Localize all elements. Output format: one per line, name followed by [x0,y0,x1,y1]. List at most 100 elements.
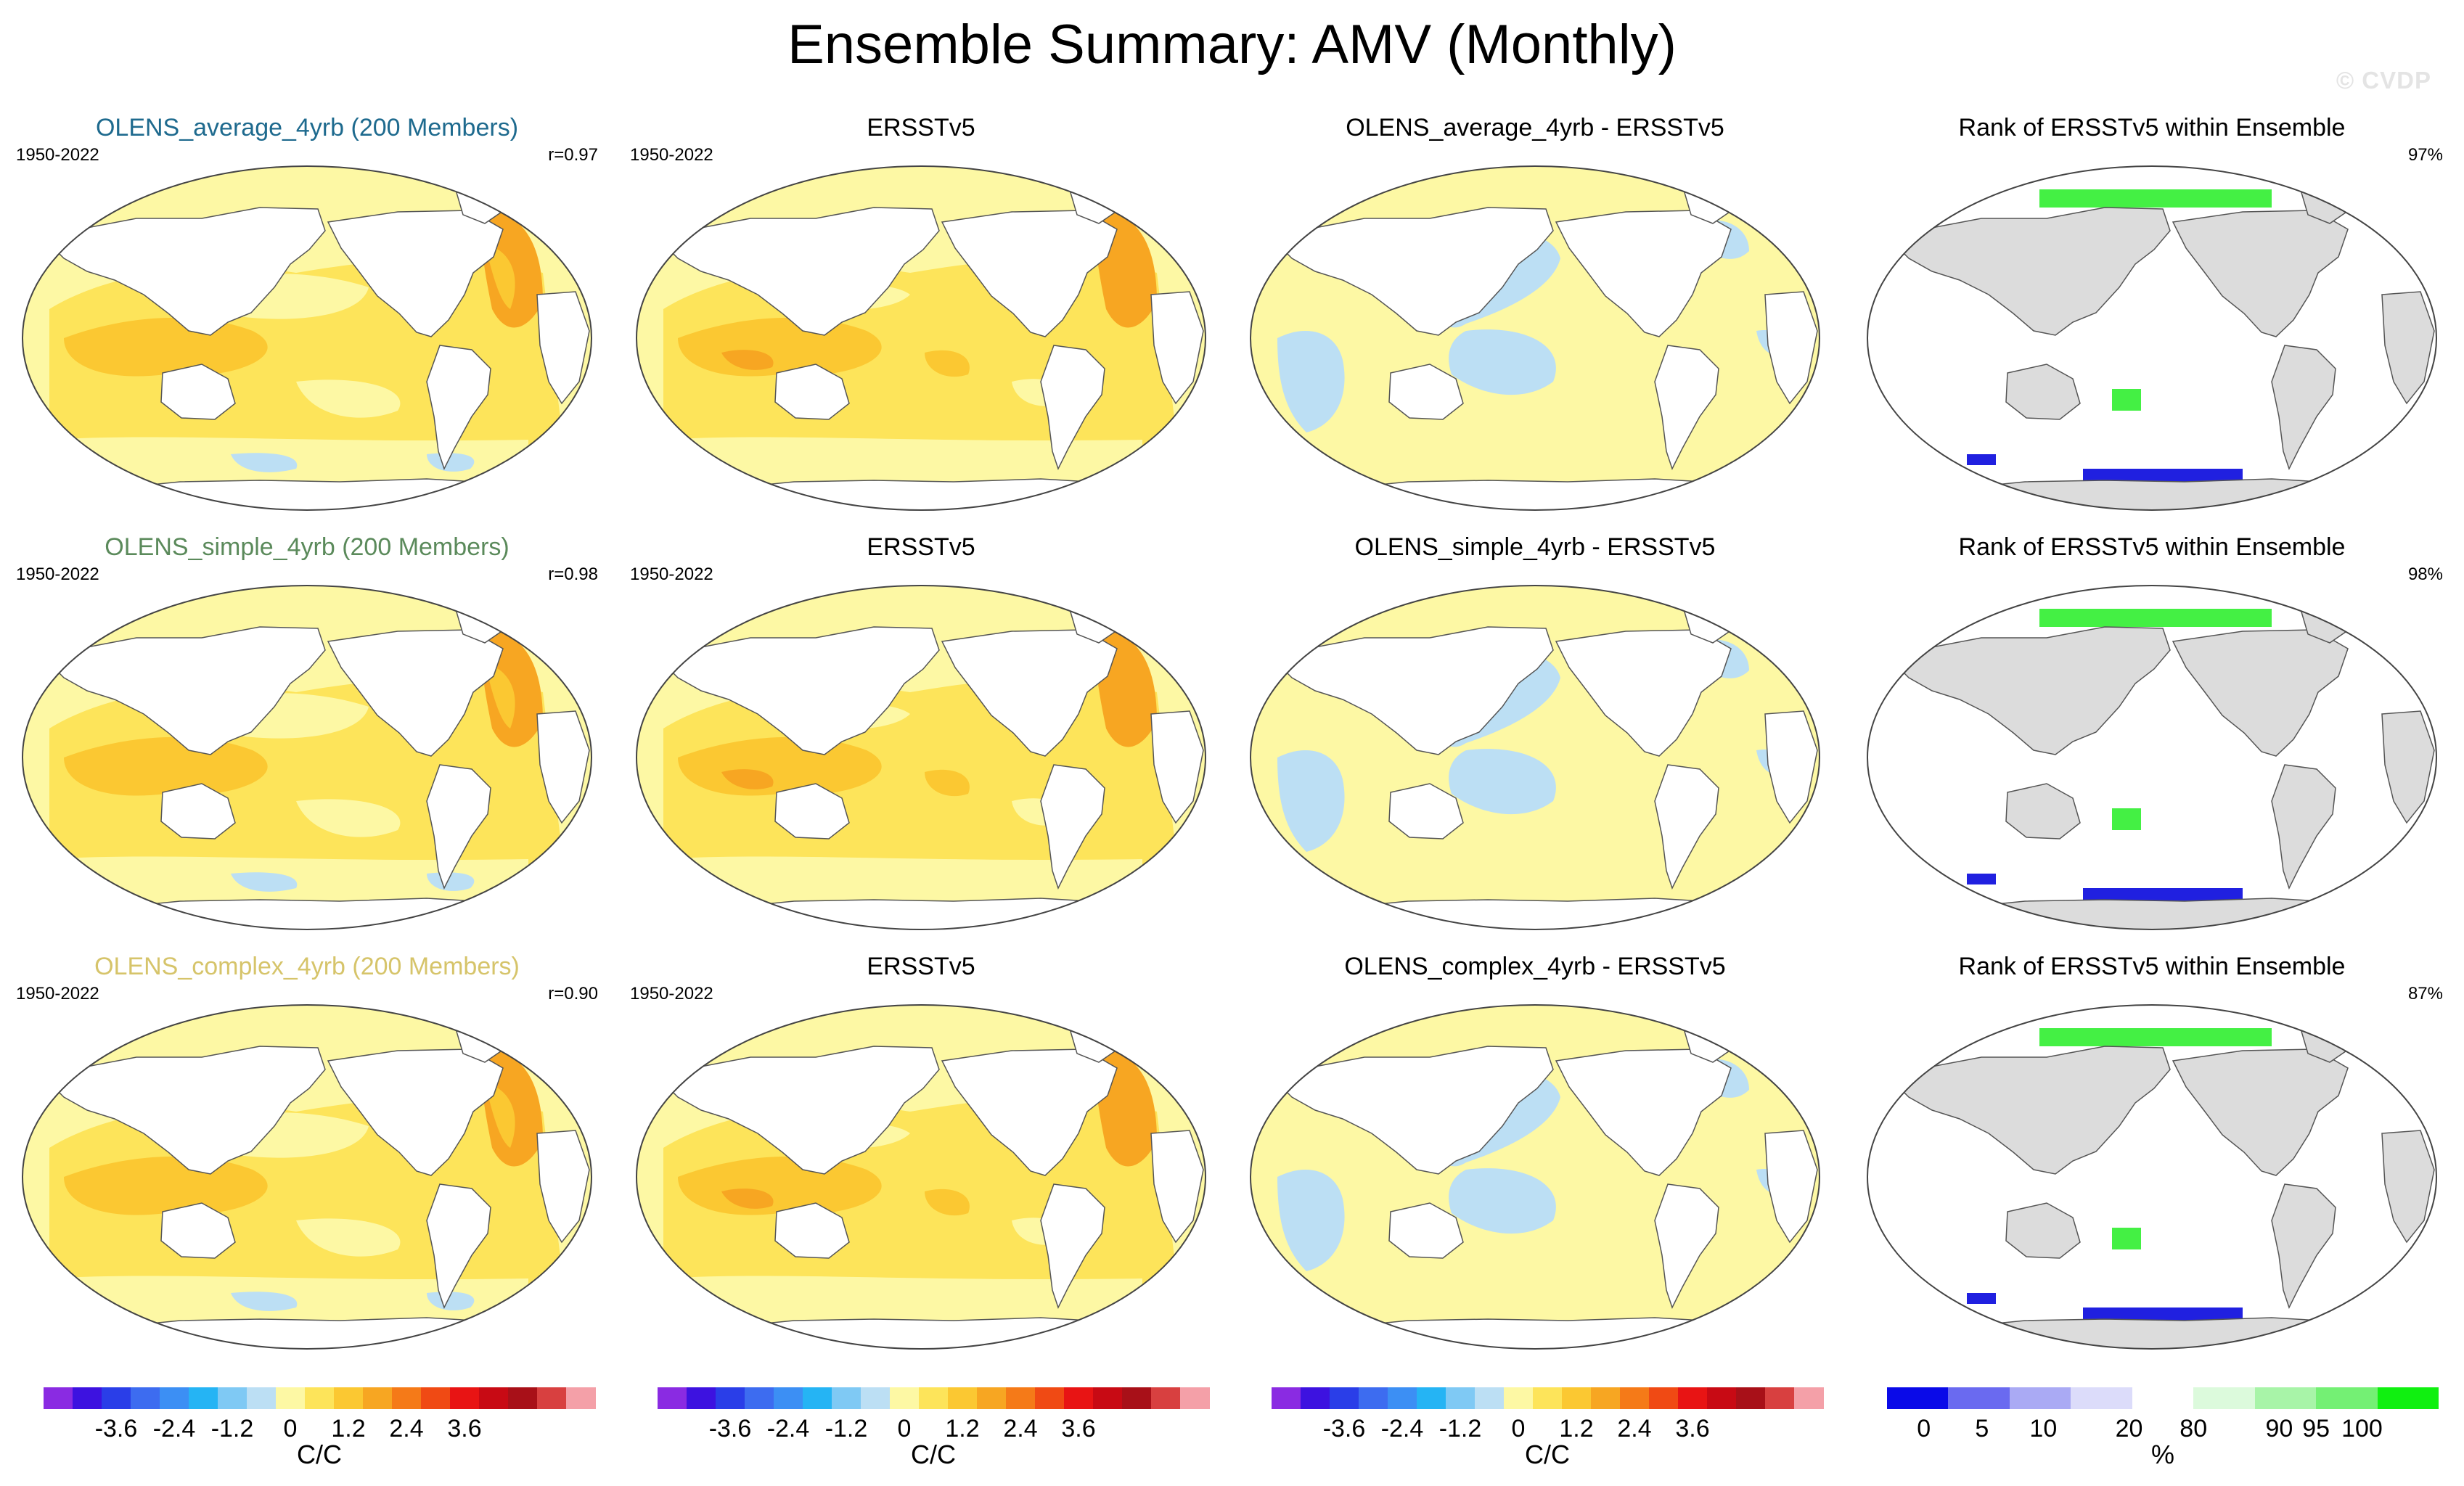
colorbar-tick-label: -3.6 [1322,1415,1366,1442]
colorbar-swatch [2377,1387,2439,1409]
colorbar-swatch [421,1387,451,1409]
robinson-map [636,1004,1206,1350]
continent-samerica [1040,1183,1105,1309]
panel-title: ERSSTv5 [867,533,975,561]
colorbar-swatch [2193,1387,2256,1409]
colorbar-swatch [247,1387,277,1409]
continent-samerica [1654,764,1719,890]
colorbar-units: C/C [1525,1440,1570,1469]
continent-africa [2381,1130,2435,1244]
page-title: Ensemble Summary: AMV (Monthly) [787,14,1677,75]
robinson-map [636,165,1206,511]
colorbar-swatch [479,1387,509,1409]
colorbar-swatch [774,1387,803,1409]
continent-antarctica [1313,898,1757,929]
field-patch-blue_light [1449,329,1556,395]
panel-title: OLENS_complex_4yrb (200 Members) [94,953,520,980]
colorbar-swatch [1678,1387,1708,1409]
colorbar-swatch [44,1387,73,1409]
continent-antarctica [85,478,529,510]
colorbar-swatch [102,1387,131,1409]
continent-africa [536,1130,590,1244]
field-patch-orange_light [485,663,515,728]
field-patch-yellow_light [663,1276,1142,1322]
continent-antarctica [1313,478,1757,510]
field-patch-orange_light [485,1083,515,1148]
field-patch-rank_green [2039,189,2272,208]
panel-title: OLENS_complex_4yrb - ERSSTv5 [1344,953,1726,980]
colorbar-swatch [1794,1387,1824,1409]
panel-title: Rank of ERSSTv5 within Ensemble [1958,114,2346,141]
colorbar-tick-label: 3.6 [1061,1415,1096,1442]
map-border [22,585,592,930]
continent-samerica [1654,345,1719,470]
panel-stat: 97% [2407,145,2443,165]
continent-antarctica [1930,898,2374,929]
field-patch-rank_blue [1967,874,1996,884]
panel-title: OLENS_average_4yrb - ERSSTv5 [1346,114,1724,141]
robinson-map [1250,585,1820,930]
colorbar-swatch [1035,1387,1065,1409]
panel-stat: r=0.97 [548,145,598,165]
colorbar-swatch [687,1387,716,1409]
colorbar-swatch [189,1387,218,1409]
panel-period: 1950-2022 [630,984,713,1003]
field-patch-orange_light [925,769,970,797]
panel-title: OLENS_average_4yrb (200 Members) [95,114,519,141]
continent-australia [2005,783,2081,840]
colorbar-swatch [1887,1387,1949,1409]
map-panel-3: OLENS_average_4yrb - ERSSTv5 [1235,113,1835,520]
continent-africa [1764,710,1818,824]
field-patch-orange_light [678,317,882,377]
continent-samerica [1040,764,1105,890]
map-border [1867,585,2437,930]
colorbar-swatch [919,1387,949,1409]
continent-antarctica [1930,1317,2374,1349]
field-patch-blue_light [427,1292,475,1310]
robinson-map [22,1004,592,1350]
continent-antarctica [1930,478,2374,510]
colorbar-swatch [1388,1387,1417,1409]
colorbar-swatch [716,1387,745,1409]
colorbar-swatch [1591,1387,1621,1409]
colorbar-tick-label: 0 [1917,1415,1931,1442]
continent-africa [536,291,590,405]
colorbar-swatch [658,1387,687,1409]
field-patch-rank_blue [1967,454,1996,465]
colorbar-swatch [1064,1387,1094,1409]
continent-africa [2381,710,2435,824]
continent-australia [160,783,236,840]
panel-title: ERSSTv5 [867,953,975,980]
continent-samerica [426,1183,491,1309]
continent-samerica [426,764,491,890]
field-patch-orange_light [678,1156,882,1215]
colorbar-tick-label: 0 [1511,1415,1526,1442]
colorbar-swatches [1887,1387,2439,1409]
colorbar-swatch [1533,1387,1563,1409]
map-border [636,165,1206,511]
continent-antarctica [699,478,1143,510]
robinson-map [22,165,592,511]
field-patch-rank_green [2039,1028,2272,1046]
colorbar-swatch [2071,1387,2133,1409]
colorbar-units: C/C [911,1440,956,1469]
field-patch-orange_light [678,736,882,796]
map-border [1250,1004,1820,1350]
colorbar-tick-label: -2.4 [766,1415,810,1442]
continent-antarctica [85,898,529,929]
field-patch-rank_green [2112,808,2141,830]
field-patch-orange_light [64,736,268,796]
robinson-map [22,585,592,930]
continent-africa [1150,710,1204,824]
colorbar-swatch [1707,1387,1737,1409]
colorbar-tick-label: 5 [1975,1415,1989,1442]
panel-stat: r=0.98 [548,565,598,584]
continent-australia [1388,1202,1464,1259]
panel-title: Rank of ERSSTv5 within Ensemble [1958,533,2346,561]
continent-samerica [426,345,491,470]
colorbar-swatch [276,1387,306,1409]
colorbar-swatch [745,1387,774,1409]
panel-period: 1950-2022 [630,145,713,165]
field-patch-yellow_light [296,1218,401,1257]
field-patch-blue_light [1277,331,1345,432]
